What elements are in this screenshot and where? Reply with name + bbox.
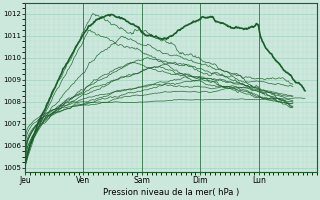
X-axis label: Pression niveau de la mer( hPa ): Pression niveau de la mer( hPa ) — [103, 188, 239, 197]
